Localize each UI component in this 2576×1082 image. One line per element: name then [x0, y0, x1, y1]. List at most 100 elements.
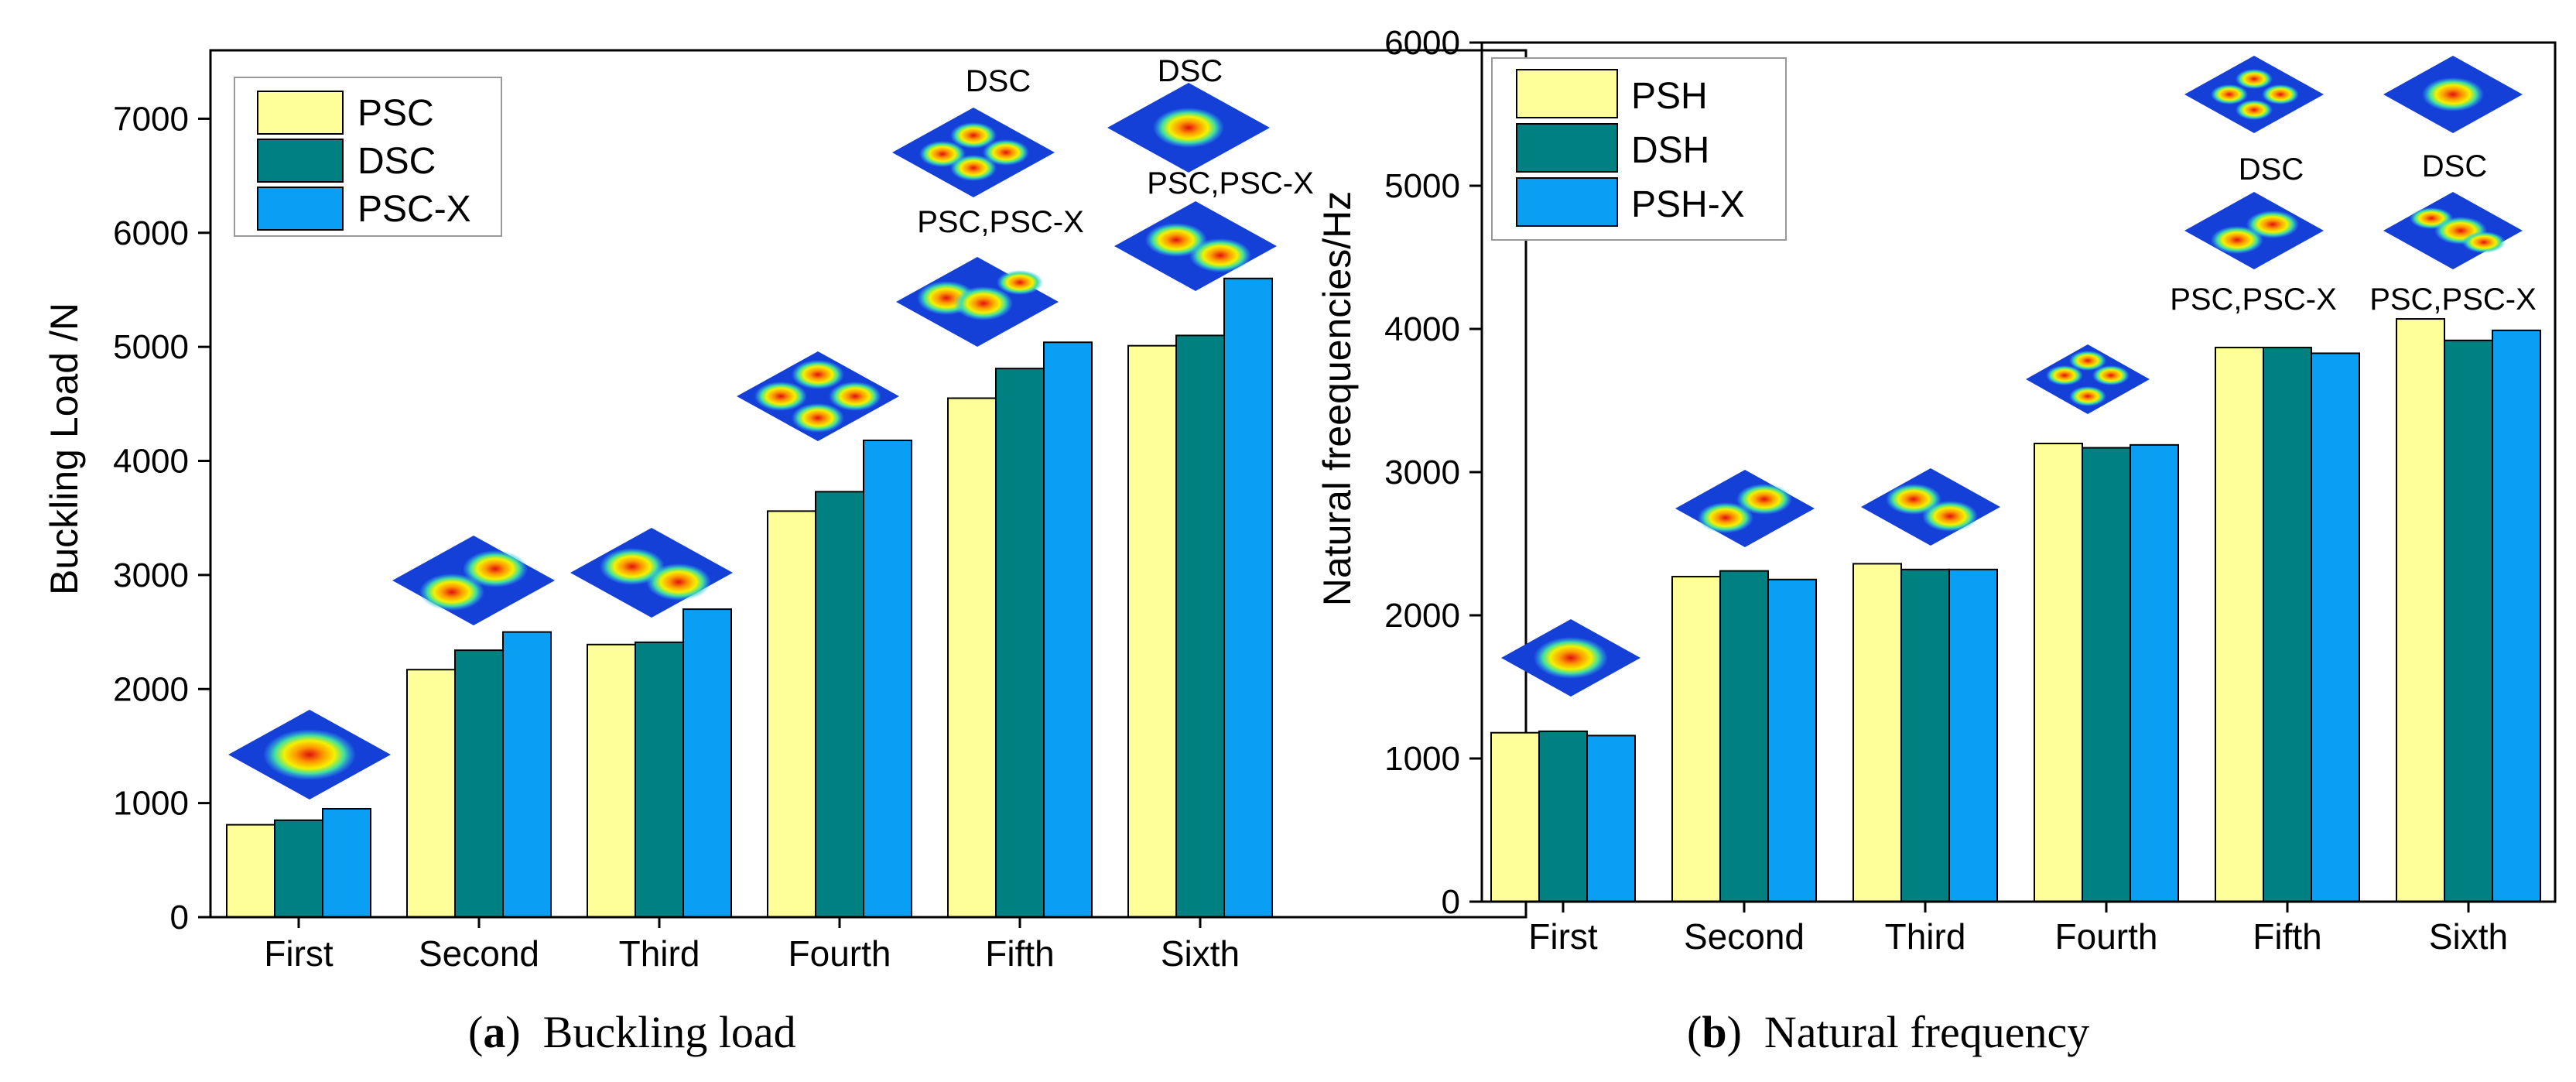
chart-b-bars — [1490, 318, 2541, 903]
bar-dsc-fifth — [995, 368, 1045, 918]
mode-shape-image — [2184, 192, 2324, 269]
bar-psc-x-third — [682, 608, 732, 919]
mode-shape-image — [2383, 56, 2523, 133]
x-tick-label: Fifth — [2253, 916, 2321, 957]
chart-a-ylabel: Buckling Load /N — [43, 303, 86, 595]
chart-b: Natural freequencies/Hz 0 1000 2000 3000 400… — [1315, 24, 2557, 957]
bar-psh-x-third — [1948, 568, 1998, 902]
mode-shape-image — [2026, 344, 2150, 414]
bar-psc-x-fifth — [1043, 341, 1093, 918]
bar-dsh-second — [1719, 570, 1769, 903]
bar-psh-first — [1490, 731, 1540, 903]
chart-b-legend-label-dsh: DSH — [1631, 130, 1709, 171]
x-tick-label: Sixth — [1161, 933, 1240, 974]
bar-psc-third — [587, 643, 636, 919]
x-tick-label: Second — [1684, 916, 1805, 957]
mode-shape-image — [1675, 470, 1815, 547]
chart-b-legend: PSH DSH PSH-X — [1491, 57, 1787, 241]
bar-dsh-fifth — [2263, 347, 2312, 902]
bar-psh-x-fifth — [2311, 352, 2360, 902]
bar-psh-x-sixth — [2492, 329, 2541, 903]
bar-psh-sixth — [2396, 318, 2445, 902]
y-tick-label: 1000 — [113, 785, 189, 823]
chart-a-x-axis: First Second Third Fourth Fifth Sixth — [264, 917, 1240, 974]
chart-a: Buckling Load /N 0 1000 2000 3000 4000 5000 60… — [43, 49, 1527, 974]
bar-psh-third — [1852, 563, 1902, 903]
chart-b-legend-swatch-dsh — [1516, 123, 1618, 173]
chart-b-legend-swatch-pshx — [1516, 177, 1618, 227]
caption-a-text: Buckling load — [542, 1007, 796, 1057]
bar-psc-sixth — [1127, 344, 1177, 918]
y-tick-label: 2000 — [113, 670, 189, 708]
chart-a-annotation-dsc-fifth: DSC — [966, 64, 1031, 98]
mode-shape-image — [737, 351, 899, 441]
y-tick-label: 7000 — [113, 100, 189, 138]
bar-dsh-fourth — [2082, 447, 2131, 902]
chart-a-legend-label-psc: PSC — [357, 93, 434, 134]
bar-psc-x-fourth — [863, 440, 912, 918]
bar-psh-x-fourth — [2130, 443, 2179, 902]
bar-dsc-third — [635, 641, 684, 918]
y-tick-label: 5000 — [1384, 167, 1460, 205]
bar-dsc-fourth — [815, 491, 864, 918]
bar-dsc-second — [454, 649, 504, 918]
x-tick-label: Third — [1885, 916, 1966, 957]
chart-b-legend-label-psh: PSH — [1631, 76, 1708, 117]
x-tick-label: First — [1528, 916, 1598, 957]
chart-a-legend-label-pscx: PSC-X — [357, 189, 471, 230]
bar-psc-x-first — [322, 808, 371, 918]
y-tick-label: 1000 — [1384, 740, 1460, 778]
y-tick-label: 6000 — [1384, 24, 1460, 62]
x-tick-label: Fourth — [789, 933, 891, 974]
mode-shape-image — [2383, 192, 2523, 269]
mode-shape-image — [570, 528, 733, 618]
caption-b-text: Natural frequency — [1764, 1007, 2090, 1057]
chart-a-mode-thumbnails — [228, 83, 1277, 800]
y-tick-label: 4000 — [1384, 310, 1460, 348]
x-tick-label: Fifth — [985, 933, 1054, 974]
mode-shape-image — [892, 108, 1055, 197]
mode-shape-image — [1114, 201, 1277, 291]
mode-shape-image — [2184, 56, 2324, 133]
caption-a: (a) Buckling load — [468, 1007, 796, 1057]
bar-psh-second — [1671, 576, 1721, 902]
y-tick-label: 5000 — [113, 328, 189, 366]
mode-shape-image — [1107, 83, 1270, 173]
chart-b-frame — [1480, 41, 2557, 903]
chart-a-annotation-dsc-sixth: DSC — [1158, 54, 1223, 88]
y-tick-label: 2000 — [1384, 597, 1460, 635]
chart-b-y-axis: 0 1000 2000 3000 4000 5000 6000 — [1384, 24, 1482, 921]
bar-psh-fifth — [2215, 347, 2264, 902]
x-tick-label: First — [264, 933, 334, 974]
chart-a-legend-swatch-pscx — [257, 187, 344, 231]
chart-b-legend-swatch-psh — [1516, 69, 1618, 118]
chart-b-mode-thumbnails — [1501, 56, 2523, 697]
mode-shape-image — [228, 710, 391, 800]
bar-dsh-third — [1900, 568, 1950, 902]
y-tick-label: 3000 — [113, 556, 189, 594]
caption-b-letter: b — [1702, 1007, 1727, 1057]
chart-b-annotation-psc-sixth: PSC,PSC-X — [2369, 282, 2537, 317]
chart-a-annotation-psc-fifth: PSC,PSC-X — [917, 205, 1084, 239]
bar-dsh-sixth — [2444, 339, 2493, 902]
chart-b-legend-label-pshx: PSH-X — [1631, 184, 1745, 225]
chart-a-frame — [209, 49, 1527, 919]
chart-a-annotation-psc-sixth: PSC,PSC-X — [1147, 166, 1314, 200]
caption-a-letter: a — [483, 1007, 506, 1057]
mode-shape-image — [392, 536, 555, 625]
chart-a-legend: PSC DSC PSC-X — [234, 77, 502, 237]
bar-dsc-sixth — [1175, 334, 1225, 918]
bar-psh-fourth — [2034, 443, 2083, 902]
mode-shape-image — [1861, 468, 2000, 546]
x-tick-label: Third — [619, 933, 700, 974]
chart-a-legend-swatch-psc — [257, 91, 344, 135]
bar-psc-first — [226, 823, 275, 919]
chart-b-ylabel: Natural freequencies/Hz — [1315, 191, 1359, 606]
chart-a-legend-label-dsc: DSC — [357, 141, 436, 182]
chart-b-annotation-dsc-fifth: DSC — [2239, 152, 2304, 187]
y-tick-label: 4000 — [113, 443, 189, 481]
y-tick-label: 0 — [1442, 883, 1460, 921]
x-tick-label: Second — [419, 933, 539, 974]
mode-shape-image — [896, 257, 1059, 347]
